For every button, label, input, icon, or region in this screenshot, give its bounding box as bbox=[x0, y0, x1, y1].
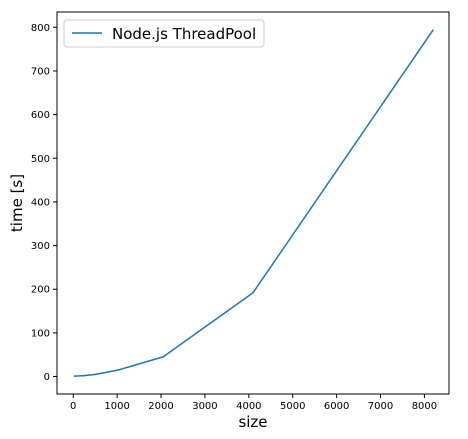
y-axis-label: time [s] bbox=[8, 174, 26, 232]
data-point bbox=[252, 292, 254, 294]
x-tick-label: 5000 bbox=[280, 401, 305, 412]
y-tick-label: 200 bbox=[31, 285, 50, 296]
y-tick-label: 300 bbox=[31, 241, 50, 252]
y-tick-label: 400 bbox=[31, 197, 50, 208]
data-point bbox=[95, 374, 97, 376]
x-tick-label: 8000 bbox=[412, 401, 437, 412]
data-point bbox=[432, 30, 434, 32]
x-tick-label: 7000 bbox=[368, 401, 393, 412]
y-tick-label: 800 bbox=[31, 23, 50, 34]
x-tick-label: 2000 bbox=[148, 401, 173, 412]
data-point bbox=[74, 375, 76, 377]
y-tick-label: 500 bbox=[31, 154, 50, 165]
x-tick-label: 3000 bbox=[192, 401, 217, 412]
y-tick-label: 700 bbox=[31, 66, 50, 77]
y-tick-label: 600 bbox=[31, 110, 50, 121]
x-tick-label: 1000 bbox=[104, 401, 129, 412]
x-axis-label: size bbox=[238, 413, 267, 431]
data-point bbox=[117, 369, 119, 371]
legend: Node.js ThreadPool bbox=[64, 20, 264, 47]
y-tick-label: 100 bbox=[31, 328, 50, 339]
legend-label-node-js-threadpool: Node.js ThreadPool bbox=[112, 25, 256, 43]
x-tick-label: 0 bbox=[70, 401, 76, 412]
data-point bbox=[162, 356, 164, 358]
x-tick-label: 6000 bbox=[324, 401, 349, 412]
data-point bbox=[84, 375, 86, 377]
x-tick-label: 4000 bbox=[236, 401, 261, 412]
y-tick-label: 0 bbox=[44, 372, 50, 383]
